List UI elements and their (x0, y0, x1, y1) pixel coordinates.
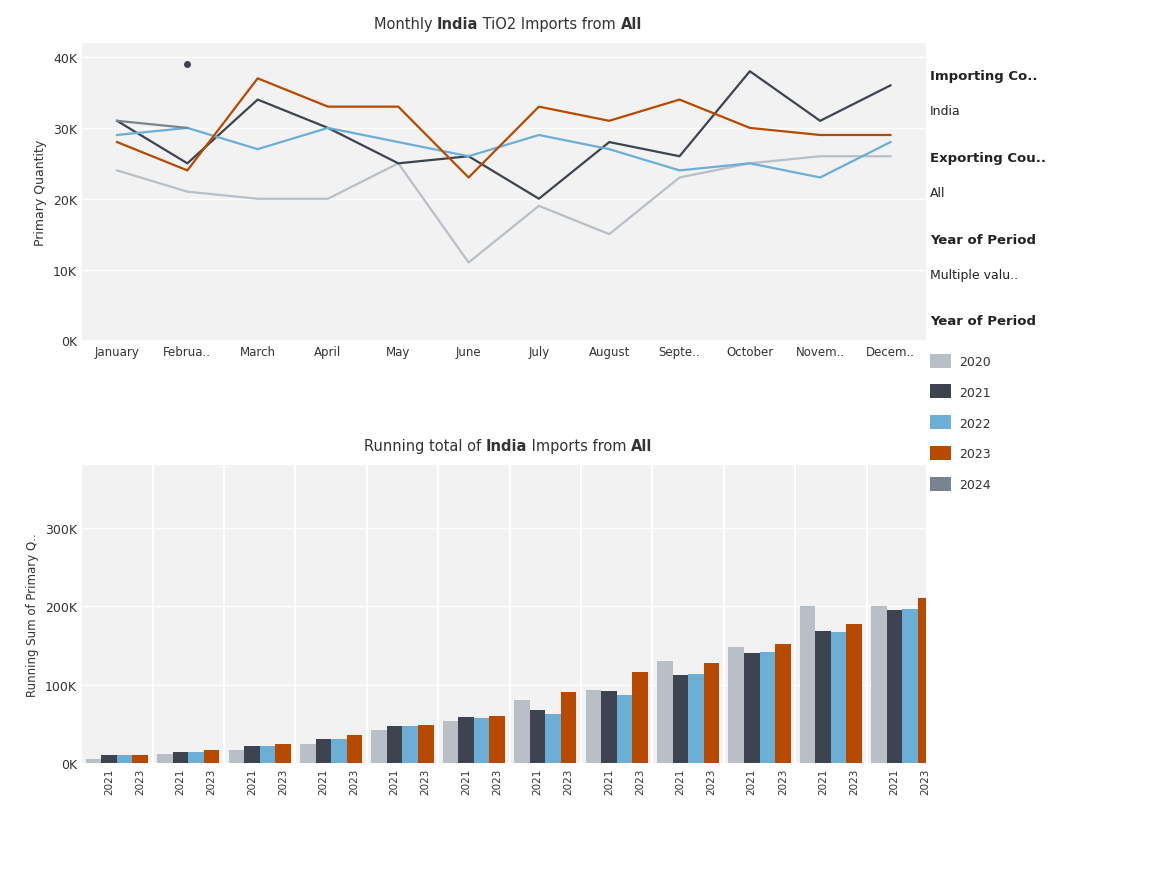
Bar (102, 755, 117, 763)
Bar (673, 675, 688, 763)
Bar (703, 663, 720, 763)
Bar (228, 750, 245, 763)
Bar (632, 673, 648, 763)
Bar (586, 690, 601, 763)
Bar (515, 701, 530, 763)
Text: Multiple valu..: Multiple valu.. (930, 268, 1018, 282)
Bar (729, 647, 744, 763)
Y-axis label: Running Sum of Primary Q..: Running Sum of Primary Q.. (27, 532, 40, 696)
Bar (560, 693, 577, 763)
Text: Imports from: Imports from (526, 439, 631, 454)
Bar (300, 745, 316, 763)
Bar (759, 652, 775, 763)
Text: Running total of: Running total of (364, 439, 486, 454)
Text: India: India (930, 105, 961, 118)
Bar (157, 754, 173, 763)
Text: 2022: 2022 (959, 417, 991, 430)
Bar (474, 718, 489, 763)
Bar (418, 725, 434, 763)
Text: Exporting Cou..: Exporting Cou.. (930, 152, 1046, 165)
Bar (173, 752, 188, 763)
Text: All: All (930, 187, 945, 200)
Bar (530, 710, 545, 763)
Bar (489, 716, 505, 763)
Text: Monthly: Monthly (374, 17, 438, 32)
Y-axis label: Primary Quantity: Primary Quantity (34, 139, 48, 246)
Text: India: India (486, 439, 526, 454)
Bar (688, 674, 703, 763)
Text: Year of Period: Year of Period (930, 315, 1037, 328)
Bar (887, 610, 902, 763)
Bar (402, 726, 418, 763)
Bar (85, 759, 102, 763)
Text: All: All (631, 439, 653, 454)
Bar (275, 745, 290, 763)
Bar (260, 746, 275, 763)
Bar (902, 610, 917, 763)
Bar (387, 726, 402, 763)
Bar (831, 632, 846, 763)
Bar (917, 599, 934, 763)
Bar (346, 735, 362, 763)
Text: Year of Period: Year of Period (930, 233, 1037, 246)
Bar (846, 624, 862, 763)
Bar (744, 653, 759, 763)
Text: TiO2 Imports from: TiO2 Imports from (479, 17, 621, 32)
Bar (617, 695, 632, 763)
Bar (331, 739, 346, 763)
Bar (545, 715, 560, 763)
Bar (316, 739, 331, 763)
Text: 2024: 2024 (959, 479, 991, 491)
Bar (815, 631, 831, 763)
Text: Importing Co..: Importing Co.. (930, 70, 1038, 83)
Bar (371, 731, 387, 763)
Bar (117, 755, 132, 763)
Text: India: India (438, 17, 479, 32)
Bar (775, 644, 791, 763)
Text: 2020: 2020 (959, 356, 991, 368)
Bar (204, 751, 219, 763)
Text: 2023: 2023 (959, 448, 991, 460)
Bar (459, 717, 474, 763)
Text: All: All (621, 17, 642, 32)
Bar (245, 745, 260, 763)
Bar (601, 691, 617, 763)
Bar (442, 722, 459, 763)
Text: 2021: 2021 (959, 387, 991, 399)
Bar (132, 755, 147, 763)
Bar (872, 607, 887, 763)
Bar (800, 607, 815, 763)
Bar (188, 752, 204, 763)
Bar (658, 661, 673, 763)
